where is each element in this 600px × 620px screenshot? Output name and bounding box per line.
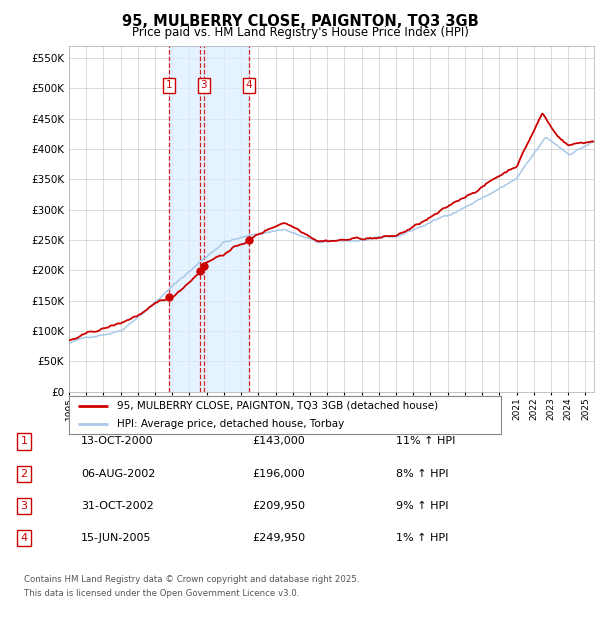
Text: 1: 1: [166, 81, 172, 91]
Text: £143,000: £143,000: [252, 436, 305, 446]
Text: 15-JUN-2005: 15-JUN-2005: [81, 533, 151, 543]
Text: 11% ↑ HPI: 11% ↑ HPI: [396, 436, 455, 446]
Text: 8% ↑ HPI: 8% ↑ HPI: [396, 469, 449, 479]
Text: 06-AUG-2002: 06-AUG-2002: [81, 469, 155, 479]
Text: 13-OCT-2000: 13-OCT-2000: [81, 436, 154, 446]
Text: 1% ↑ HPI: 1% ↑ HPI: [396, 533, 448, 543]
Text: Contains HM Land Registry data © Crown copyright and database right 2025.: Contains HM Land Registry data © Crown c…: [24, 575, 359, 585]
Text: This data is licensed under the Open Government Licence v3.0.: This data is licensed under the Open Gov…: [24, 589, 299, 598]
Text: 3: 3: [200, 81, 207, 91]
Bar: [169, 46, 249, 392]
Text: 4: 4: [246, 81, 253, 91]
Text: Price paid vs. HM Land Registry's House Price Index (HPI): Price paid vs. HM Land Registry's House …: [131, 26, 469, 39]
Text: £196,000: £196,000: [252, 469, 305, 479]
Text: £209,950: £209,950: [252, 501, 305, 511]
Text: HPI: Average price, detached house, Torbay: HPI: Average price, detached house, Torb…: [116, 418, 344, 428]
Text: 2: 2: [20, 469, 28, 479]
Text: 4: 4: [20, 533, 28, 543]
Text: 95, MULBERRY CLOSE, PAIGNTON, TQ3 3GB (detached house): 95, MULBERRY CLOSE, PAIGNTON, TQ3 3GB (d…: [116, 401, 437, 411]
Text: 1: 1: [20, 436, 28, 446]
Text: 3: 3: [20, 501, 28, 511]
Text: £249,950: £249,950: [252, 533, 305, 543]
Text: 95, MULBERRY CLOSE, PAIGNTON, TQ3 3GB: 95, MULBERRY CLOSE, PAIGNTON, TQ3 3GB: [122, 14, 478, 29]
Text: 9% ↑ HPI: 9% ↑ HPI: [396, 501, 449, 511]
Text: 31-OCT-2002: 31-OCT-2002: [81, 501, 154, 511]
